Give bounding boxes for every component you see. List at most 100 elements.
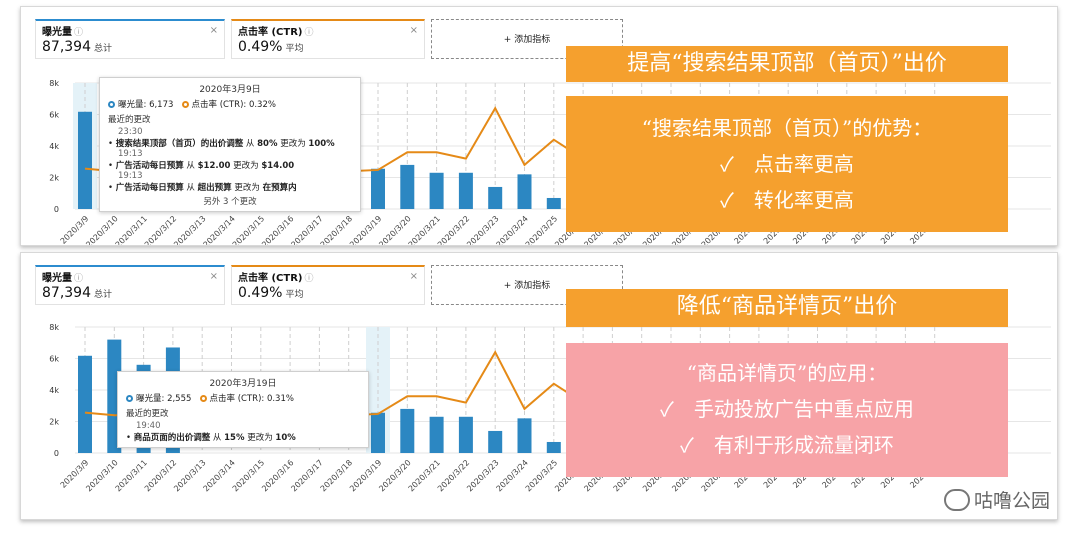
impressions-dot-icon xyxy=(108,101,115,108)
ctr-metric-card[interactable]: 点击率 (CTR) ⓘ 0.49% 平均 × xyxy=(231,19,425,59)
impressions-bar xyxy=(371,168,385,209)
change-item: 19:13 • 广告活动每日预算 从 超出预算 更改为 在预算内 xyxy=(108,171,352,193)
chart-tooltip: 2020年3月9日 曝光量: 6,173 点击率 (CTR): 0.32% 最近… xyxy=(99,77,361,212)
metric-unit: 总计 xyxy=(94,290,113,300)
tooltip-date: 2020年3月9日 xyxy=(199,85,261,95)
watermark-text: 咕噜公园 xyxy=(973,490,1050,512)
change-text: 更改为 xyxy=(277,139,309,149)
change-text: 从 xyxy=(183,183,198,193)
impressions-bar xyxy=(429,416,444,453)
add-metric-button[interactable]: + 添加指标 xyxy=(431,19,623,59)
info-icon[interactable]: ⓘ xyxy=(74,28,84,38)
close-icon[interactable]: × xyxy=(409,25,418,36)
metric-value: 87,394 xyxy=(42,39,91,55)
change-time: 19:40 xyxy=(136,421,161,431)
y-tick-label: 8k xyxy=(49,323,59,332)
change-item: 19:13 • 广告活动每日预算 从 $12.00 更改为 $14.00 xyxy=(108,149,352,171)
recent-changes-label: 最近的更改 xyxy=(126,409,169,419)
change-from: 15% xyxy=(224,433,245,443)
y-tick-label: 0 xyxy=(54,205,59,214)
bottom-banner-title: 降低“商品详情页”出价 xyxy=(566,289,1008,327)
ctr-dot-icon xyxy=(181,101,189,108)
tooltip-ctr: 点击率 (CTR): 0.31% xyxy=(209,394,294,404)
y-tick-label: 2k xyxy=(49,418,59,427)
change-text: 从 xyxy=(210,433,225,443)
impressions-bar xyxy=(458,416,473,453)
change-item: 19:40 • 商品页面的出价调整 从 15% 更改为 10% xyxy=(126,421,360,443)
change-from: 80% xyxy=(257,139,278,149)
banner-point: ✓ 手动投放广告中重点应用 xyxy=(660,397,914,421)
impressions-bar xyxy=(488,186,503,209)
change-action: 广告活动每日预算 xyxy=(115,161,184,171)
metric-label: 点击率 (CTR) xyxy=(238,273,303,284)
impressions-bar xyxy=(400,408,415,453)
impressions-dot-icon xyxy=(126,395,133,402)
metric-value: 0.49% xyxy=(238,285,283,301)
change-text: 从 xyxy=(183,161,198,171)
bottom-banner-body: “商品详情页”的应用： ✓ 手动投放广告中重点应用 ✓ 有利于形成流量闭环 xyxy=(566,343,1008,477)
change-action: 商品页面的出价调整 xyxy=(133,433,211,443)
change-action: 搜索结果顶部（首页）的出价调整 xyxy=(115,139,244,149)
tooltip-impressions: 曝光量: 2,555 xyxy=(136,394,192,404)
metric-label: 曝光量 xyxy=(42,273,72,284)
impressions-metric-card[interactable]: 曝光量 ⓘ 87,394 总计 × xyxy=(35,265,225,305)
more-changes-link[interactable]: 另外 3 个更改 xyxy=(203,197,257,207)
banner-point: ✓ 点击率更高 xyxy=(720,152,854,176)
change-action: 广告活动每日预算 xyxy=(115,183,184,193)
y-tick-label: 4k xyxy=(49,386,59,395)
banner-point: ✓ 有利于形成流量闭环 xyxy=(680,433,894,457)
y-tick-label: 0 xyxy=(54,449,59,458)
change-text: 更改为 xyxy=(230,161,262,171)
y-tick-label: 6k xyxy=(49,111,59,120)
change-to: 10% xyxy=(275,433,296,443)
info-icon[interactable]: ⓘ xyxy=(74,274,84,284)
close-icon[interactable]: × xyxy=(209,25,218,36)
impressions-bar xyxy=(458,172,473,209)
metric-label: 曝光量 xyxy=(42,27,72,38)
watermark: 咕噜公园 xyxy=(943,486,1050,513)
change-time: 19:13 xyxy=(118,149,143,159)
ctr-metric-card[interactable]: 点击率 (CTR) ⓘ 0.49% 平均 × xyxy=(231,265,425,305)
wechat-icon xyxy=(943,489,970,511)
close-icon[interactable]: × xyxy=(209,271,218,282)
impressions-bar xyxy=(429,172,444,209)
impressions-bar xyxy=(371,412,385,453)
top-banner-body: “搜索结果顶部（首页）”的优势： ✓ 点击率更高 ✓ 转化率更高 xyxy=(566,96,1008,232)
change-text: 更改为 xyxy=(231,183,263,193)
impressions-bar xyxy=(517,174,532,209)
impressions-bar xyxy=(517,418,532,453)
metric-value: 87,394 xyxy=(42,285,91,301)
impressions-bar xyxy=(488,430,503,453)
tooltip-date: 2020年3月19日 xyxy=(209,379,277,389)
metric-label: 点击率 (CTR) xyxy=(238,27,303,38)
tooltip-ctr: 点击率 (CTR): 0.32% xyxy=(191,100,276,110)
impressions-bar xyxy=(78,355,92,453)
banner-heading: “搜索结果顶部（首页）”的优势： xyxy=(641,116,933,140)
change-to: $14.00 xyxy=(261,161,295,171)
impressions-bar xyxy=(546,441,561,453)
change-from: $12.00 xyxy=(197,161,231,171)
close-icon[interactable]: × xyxy=(409,271,418,282)
change-text: 从 xyxy=(243,139,258,149)
metric-value: 0.49% xyxy=(238,39,283,55)
metric-unit: 平均 xyxy=(285,44,304,54)
y-tick-label: 4k xyxy=(49,142,59,151)
change-from: 超出预算 xyxy=(197,183,232,193)
ctr-dot-icon xyxy=(199,395,207,402)
y-tick-label: 6k xyxy=(49,355,59,364)
add-metric-button[interactable]: + 添加指标 xyxy=(431,265,623,305)
change-time: 23:30 xyxy=(118,127,143,137)
change-time: 19:13 xyxy=(118,171,143,181)
change-to: 100% xyxy=(308,139,335,149)
recent-changes-label: 最近的更改 xyxy=(108,115,151,125)
info-icon[interactable]: ⓘ xyxy=(304,28,314,38)
impressions-bar xyxy=(400,164,415,209)
impressions-bar xyxy=(78,111,92,209)
y-tick-label: 8k xyxy=(49,79,59,88)
top-banner-title: 提高“搜索结果顶部（首页）”出价 xyxy=(566,46,1008,82)
metric-unit: 平均 xyxy=(285,290,304,300)
impressions-metric-card[interactable]: 曝光量 ⓘ 87,394 总计 × xyxy=(35,19,225,59)
banner-point: ✓ 转化率更高 xyxy=(720,188,854,212)
chart-tooltip: 2020年3月19日 曝光量: 2,555 点击率 (CTR): 0.31% 最… xyxy=(117,371,369,448)
info-icon[interactable]: ⓘ xyxy=(304,274,314,284)
